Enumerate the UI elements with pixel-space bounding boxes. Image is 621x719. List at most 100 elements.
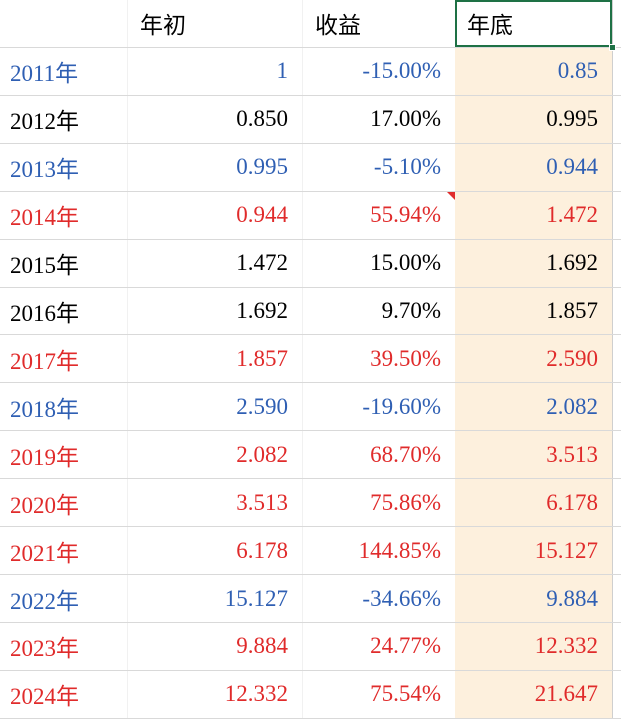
year-cell[interactable]: 2019年 bbox=[0, 431, 128, 479]
end-cell[interactable]: 15.127 bbox=[455, 527, 613, 575]
selection-fill-handle[interactable] bbox=[609, 43, 616, 51]
right-gutter bbox=[613, 335, 621, 383]
return-cell[interactable]: -34.66% bbox=[303, 575, 455, 622]
right-gutter bbox=[613, 431, 621, 479]
start-cell[interactable]: 15.127 bbox=[128, 575, 303, 622]
return-value: 17.00% bbox=[370, 106, 441, 132]
table-row: 2012年 0.850 17.00% 0.995 bbox=[0, 95, 621, 144]
right-gutter bbox=[613, 0, 621, 47]
start-cell[interactable]: 12.332 bbox=[128, 670, 303, 718]
return-value: 55.94% bbox=[370, 202, 441, 228]
right-gutter bbox=[613, 287, 621, 335]
return-value: 24.77% bbox=[370, 633, 441, 659]
return-value: -5.10% bbox=[373, 154, 441, 180]
right-gutter bbox=[613, 143, 621, 191]
table-row: 2016年 1.692 9.70% 1.857 bbox=[0, 287, 621, 336]
return-cell[interactable]: 9.70% bbox=[303, 288, 455, 335]
return-value: 9.70% bbox=[381, 297, 441, 323]
year-cell[interactable]: 2017年 bbox=[0, 335, 128, 383]
end-cell[interactable]: 6.178 bbox=[455, 479, 613, 527]
return-value: 15.00% bbox=[370, 250, 441, 276]
right-gutter bbox=[613, 575, 621, 622]
start-cell[interactable]: 0.850 bbox=[128, 95, 303, 143]
year-cell[interactable]: 2016年 bbox=[0, 287, 128, 335]
end-cell[interactable]: 0.944 bbox=[455, 143, 613, 191]
end-cell[interactable]: 1.857 bbox=[455, 287, 613, 335]
end-cell[interactable]: 3.513 bbox=[455, 431, 613, 479]
start-cell[interactable]: 0.944 bbox=[128, 191, 303, 239]
return-value: 68.70% bbox=[370, 441, 441, 467]
right-gutter bbox=[613, 670, 621, 718]
return-cell[interactable]: 15.00% bbox=[303, 240, 455, 287]
header-year-cell[interactable] bbox=[0, 0, 128, 47]
end-cell[interactable]: 0.85 bbox=[455, 47, 613, 95]
start-cell[interactable]: 1.472 bbox=[128, 239, 303, 287]
table-row: 2024年 12.332 75.54% 21.647 bbox=[0, 670, 621, 719]
year-cell[interactable]: 2023年 bbox=[0, 622, 128, 670]
end-cell[interactable]: 21.647 bbox=[455, 670, 613, 718]
end-cell[interactable]: 1.472 bbox=[455, 191, 613, 239]
return-value: -15.00% bbox=[362, 58, 441, 84]
year-cell[interactable]: 2013年 bbox=[0, 143, 128, 191]
return-value: 144.85% bbox=[358, 537, 441, 563]
end-cell[interactable]: 9.884 bbox=[455, 575, 613, 622]
right-gutter bbox=[613, 95, 621, 143]
table-row: 2015年 1.472 15.00% 1.692 bbox=[0, 239, 621, 288]
table-row: 2021年 6.178 144.85% 15.127 bbox=[0, 527, 621, 576]
end-cell[interactable]: 0.995 bbox=[455, 95, 613, 143]
return-cell[interactable]: 39.50% bbox=[303, 335, 455, 382]
start-cell[interactable]: 1 bbox=[128, 47, 303, 95]
right-gutter bbox=[613, 622, 621, 670]
start-cell[interactable]: 1.857 bbox=[128, 335, 303, 383]
return-value: 75.86% bbox=[370, 489, 441, 515]
return-cell[interactable]: 68.70% bbox=[303, 431, 455, 478]
header-end-label: 年底 bbox=[467, 13, 513, 39]
end-cell[interactable]: 12.332 bbox=[455, 622, 613, 670]
right-gutter bbox=[613, 47, 621, 95]
table-row: 2011年 1 -15.00% 0.85 bbox=[0, 47, 621, 96]
year-cell[interactable]: 2011年 bbox=[0, 47, 128, 95]
return-cell[interactable]: 75.54% bbox=[303, 671, 455, 718]
return-value: 39.50% bbox=[370, 345, 441, 371]
return-cell[interactable]: 55.94% bbox=[303, 191, 455, 239]
year-cell[interactable]: 2022年 bbox=[0, 575, 128, 622]
return-cell[interactable]: 17.00% bbox=[303, 96, 455, 143]
end-cell[interactable]: 1.692 bbox=[455, 239, 613, 287]
return-cell[interactable]: 24.77% bbox=[303, 623, 455, 670]
start-cell[interactable]: 3.513 bbox=[128, 479, 303, 527]
header-start-cell[interactable]: 年初 bbox=[128, 0, 303, 47]
right-gutter bbox=[613, 383, 621, 431]
year-cell[interactable]: 2024年 bbox=[0, 670, 128, 718]
table-row: 2013年 0.995 -5.10% 0.944 bbox=[0, 143, 621, 192]
start-cell[interactable]: 9.884 bbox=[128, 622, 303, 670]
return-cell[interactable]: 144.85% bbox=[303, 527, 455, 574]
right-gutter bbox=[613, 239, 621, 287]
comment-marker-icon bbox=[447, 191, 455, 200]
year-cell[interactable]: 2021年 bbox=[0, 527, 128, 575]
table-row: 2014年 0.944 55.94% 1.472 bbox=[0, 191, 621, 240]
year-cell[interactable]: 2014年 bbox=[0, 191, 128, 239]
year-cell[interactable]: 2012年 bbox=[0, 95, 128, 143]
table-row: 2018年 2.590 -19.60% 2.082 bbox=[0, 383, 621, 432]
start-cell[interactable]: 2.082 bbox=[128, 431, 303, 479]
return-value: -34.66% bbox=[362, 585, 441, 611]
table-row: 2019年 2.082 68.70% 3.513 bbox=[0, 431, 621, 480]
start-cell[interactable]: 2.590 bbox=[128, 383, 303, 431]
return-cell[interactable]: -15.00% bbox=[303, 48, 455, 95]
header-end-cell-selected[interactable]: 年底 bbox=[455, 0, 616, 51]
start-cell[interactable]: 0.995 bbox=[128, 143, 303, 191]
table-row: 2020年 3.513 75.86% 6.178 bbox=[0, 479, 621, 528]
end-cell[interactable]: 2.082 bbox=[455, 383, 613, 431]
return-cell[interactable]: 75.86% bbox=[303, 479, 455, 526]
return-cell[interactable]: -5.10% bbox=[303, 144, 455, 191]
year-cell[interactable]: 2015年 bbox=[0, 239, 128, 287]
return-cell[interactable]: -19.60% bbox=[303, 383, 455, 430]
year-cell[interactable]: 2020年 bbox=[0, 479, 128, 527]
start-cell[interactable]: 6.178 bbox=[128, 527, 303, 575]
header-return-cell[interactable]: 收益 bbox=[315, 13, 361, 39]
right-gutter bbox=[613, 479, 621, 527]
end-cell[interactable]: 2.590 bbox=[455, 335, 613, 383]
start-cell[interactable]: 1.692 bbox=[128, 287, 303, 335]
year-cell[interactable]: 2018年 bbox=[0, 383, 128, 431]
